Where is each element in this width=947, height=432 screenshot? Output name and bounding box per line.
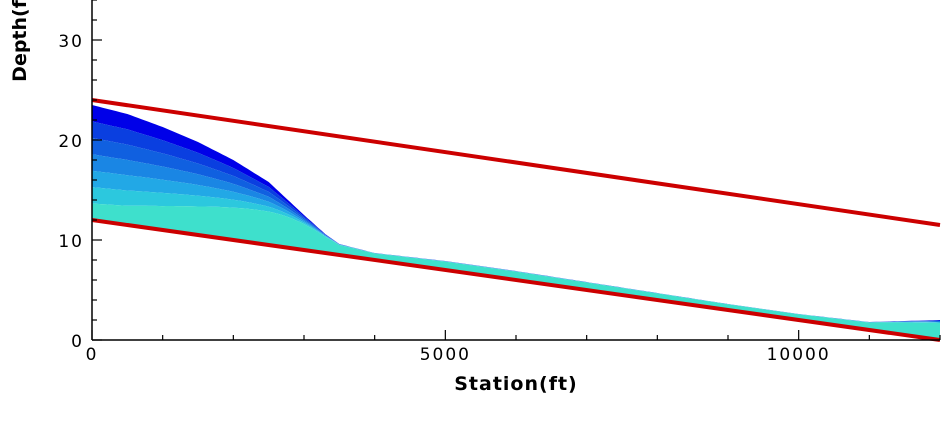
x-tick-label: 5000 — [420, 345, 471, 365]
tick-labels: 0 10 20 30 0 5000 10000 — [58, 32, 831, 365]
x-axis-title: Station(ft) — [454, 373, 577, 395]
y-tick-label: 30 — [58, 32, 84, 52]
y-axis-title: Depth(f — [9, 0, 31, 82]
depth-color-fill — [92, 105, 940, 340]
axes — [91, 0, 941, 341]
depth-band-4 — [92, 170, 940, 323]
depth-band-3 — [92, 154, 940, 323]
x-tick-label: 10000 — [767, 345, 831, 365]
depth-band-6 — [92, 203, 940, 340]
y-tick-label: 10 — [58, 232, 84, 252]
x-tick-label: 0 — [86, 345, 99, 365]
boundary-lines — [91, 98, 941, 342]
y-tick-label: 20 — [58, 132, 84, 152]
y-tick-label: 0 — [71, 332, 84, 352]
depth-band-5 — [92, 187, 940, 323]
boundary-line-0 — [91, 98, 941, 227]
boundary-line-1 — [91, 218, 941, 342]
